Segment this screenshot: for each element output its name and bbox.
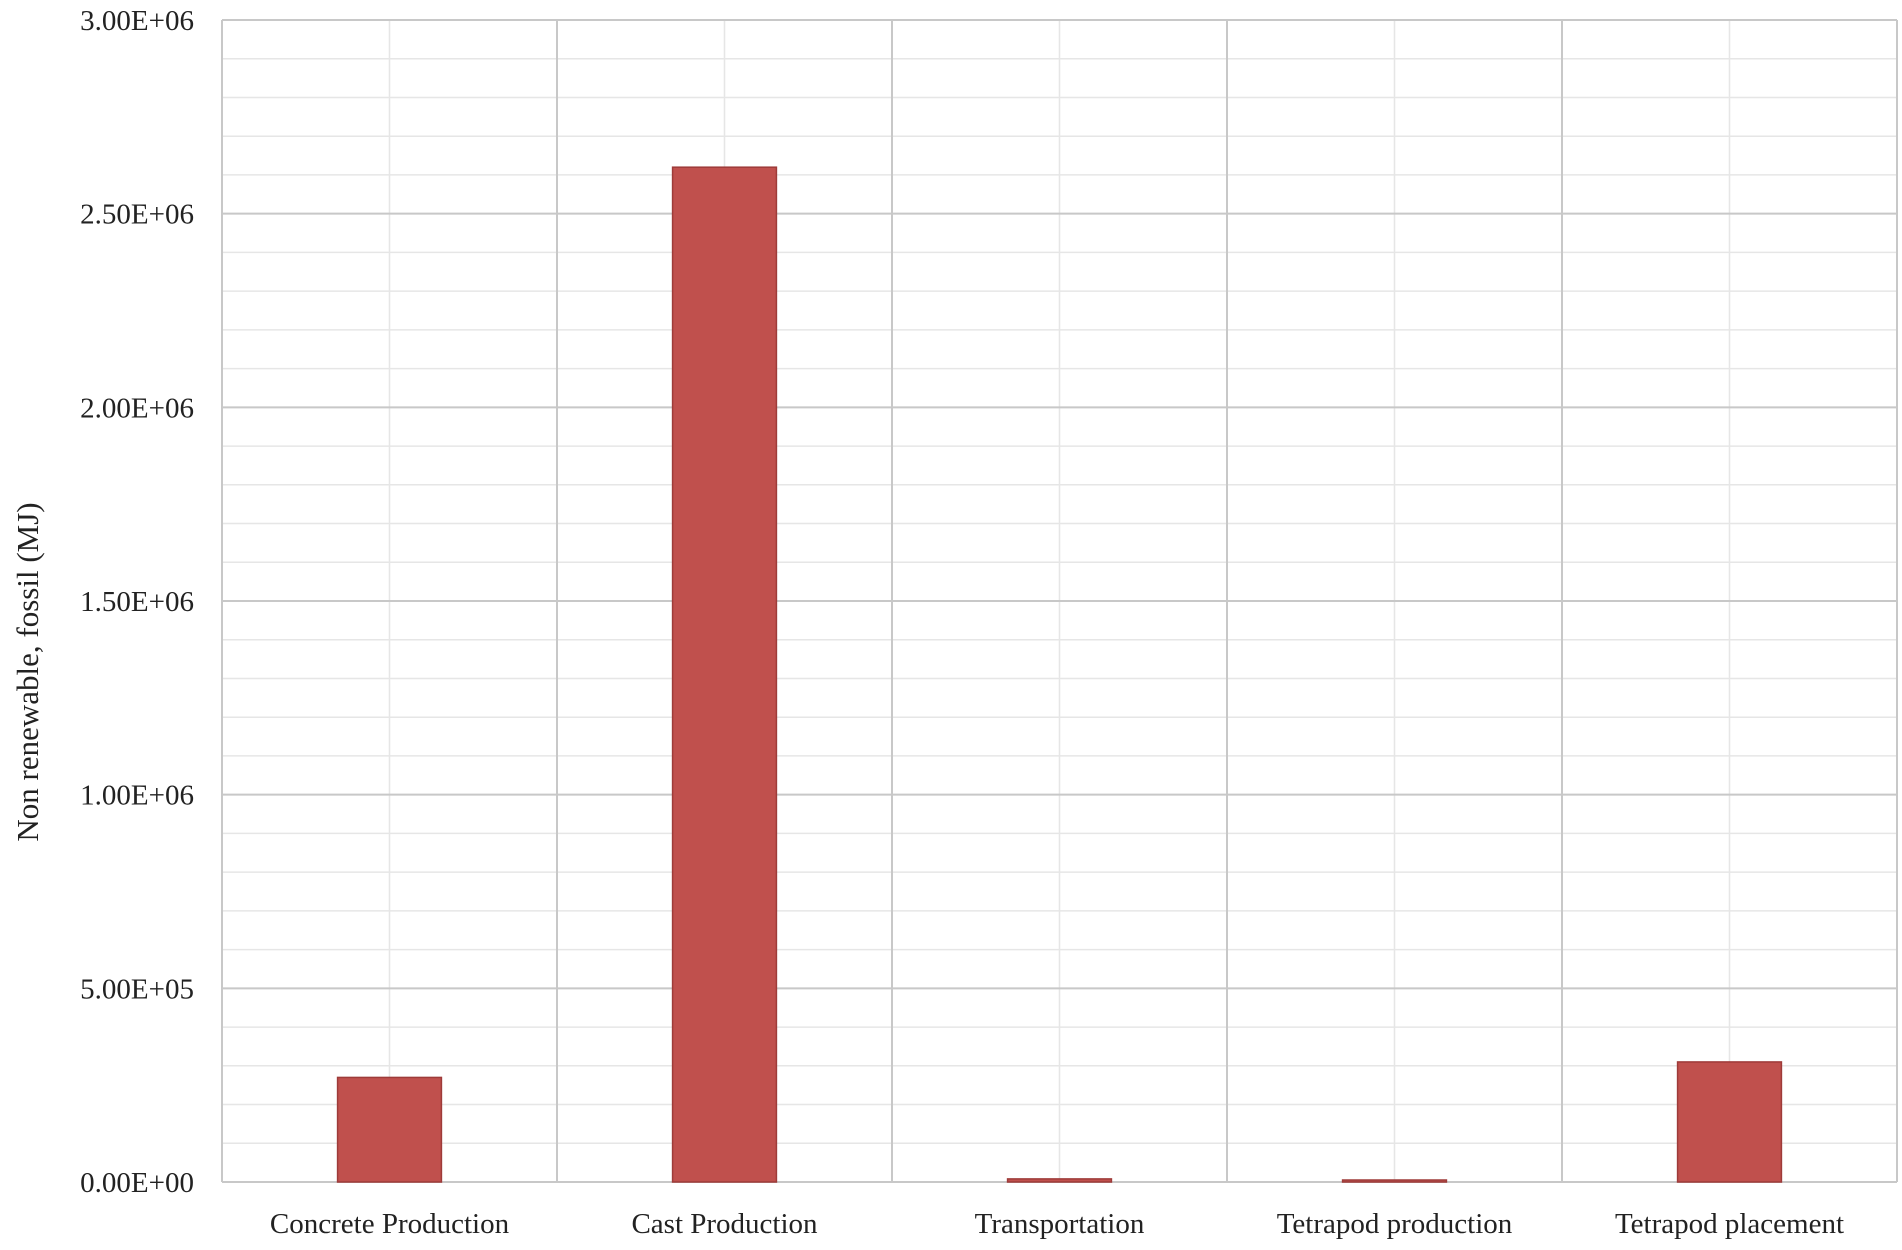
x-tick-label: Tetrapod production (1277, 1208, 1513, 1240)
y-tick-label: 3.00E+06 (80, 5, 194, 37)
y-tick-label: 0.00E+00 (80, 1167, 194, 1199)
bar-cast-production (671, 166, 778, 1183)
y-tick-label: 1.50E+06 (80, 586, 194, 618)
bar-transportation (1006, 1178, 1113, 1183)
x-tick-label: Tetrapod placement (1615, 1208, 1844, 1240)
bar-tetrapod-production (1341, 1179, 1448, 1183)
y-axis-tick-labels: 0.00E+00 5.00E+05 1.00E+06 1.50E+06 2.00E+06… (80, 5, 194, 1199)
y-tick-label: 2.50E+06 (80, 199, 194, 231)
x-tick-label: Transportation (975, 1208, 1145, 1240)
x-tick-label: Cast Production (631, 1208, 818, 1240)
bars (336, 166, 1783, 1183)
y-axis-title: Non renewable, fossil (MJ) (10, 502, 45, 841)
y-tick-label: 5.00E+05 (80, 973, 194, 1005)
x-tick-label: Concrete Production (270, 1208, 510, 1240)
bar-tetrapod-placement (1676, 1061, 1783, 1183)
y-tick-label: 2.00E+06 (80, 392, 194, 424)
x-axis-tick-labels: Concrete Production Cast Production Transp… (270, 1208, 1844, 1240)
bar-concrete-production (336, 1076, 443, 1183)
y-tick-label: 1.00E+06 (80, 780, 194, 812)
